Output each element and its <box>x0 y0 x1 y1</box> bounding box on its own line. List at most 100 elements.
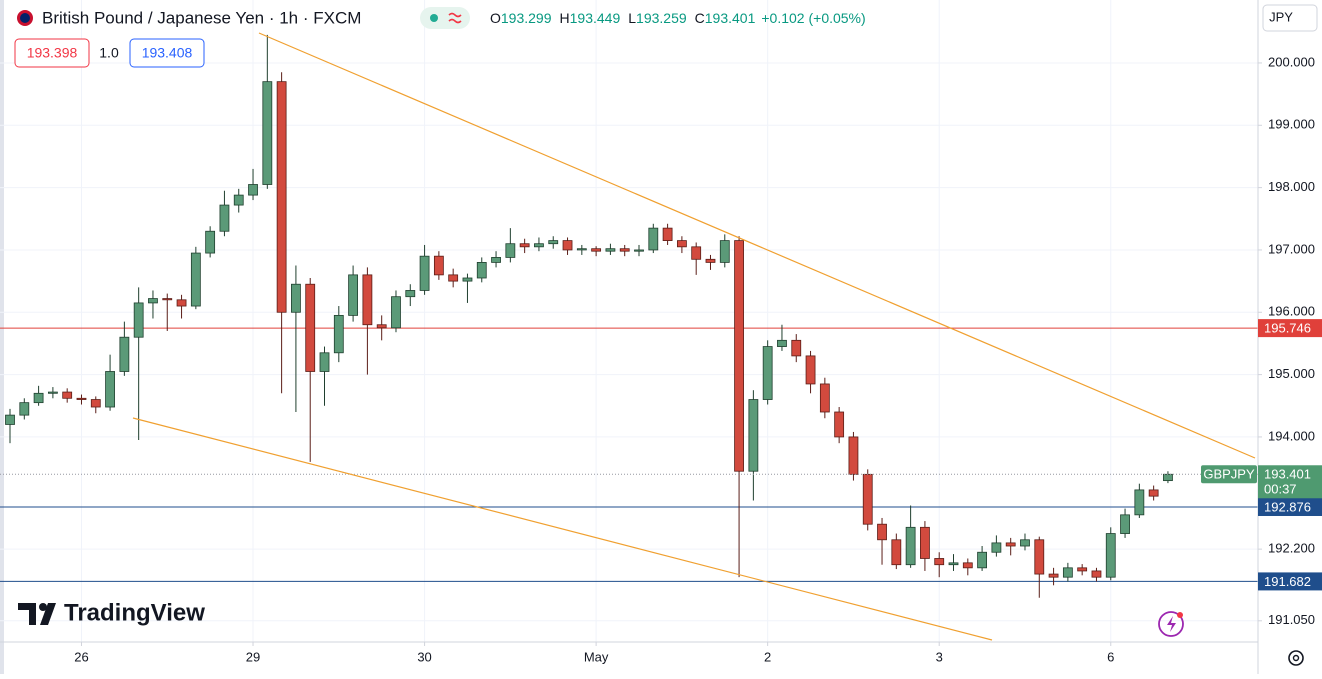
candle-body <box>905 526 916 566</box>
candle-body <box>90 399 101 408</box>
candle-body <box>391 296 401 329</box>
candle-body <box>1077 567 1088 572</box>
left-edge <box>0 0 4 674</box>
currency-box[interactable] <box>1262 4 1318 32</box>
candle-body <box>648 227 659 251</box>
x-tick-label: 2 <box>764 649 771 664</box>
candle-body <box>133 302 144 338</box>
candle-body <box>1034 539 1045 575</box>
settings-icon[interactable] <box>1288 650 1304 666</box>
candle-body <box>47 391 58 394</box>
plot <box>0 34 1258 598</box>
candle-body <box>576 248 587 251</box>
candle-body <box>1020 539 1030 547</box>
candle-body <box>891 539 902 566</box>
ohlc-key: H <box>560 10 570 26</box>
chart-title: British Pound / Japanese Yen · 1h · FXCM <box>42 8 361 27</box>
candle-body <box>791 339 802 357</box>
current-price-label: 193.401 <box>1264 467 1311 482</box>
candle-body <box>819 383 830 413</box>
x-tick-label: 29 <box>246 649 260 664</box>
candle-body <box>405 290 416 298</box>
price-label: 195.746 <box>1264 321 1311 336</box>
candle-body <box>691 246 702 260</box>
candle-body <box>105 371 115 408</box>
candle-body <box>505 243 516 258</box>
ohlc-key: C <box>695 10 705 26</box>
candle-body <box>948 562 959 566</box>
candle-body <box>1005 542 1016 547</box>
alert-icon[interactable] <box>1158 611 1184 637</box>
candle-body <box>376 324 387 329</box>
y-tick-label: 191.050 <box>1268 612 1315 627</box>
candle-body <box>1163 473 1173 482</box>
candle-body <box>319 352 330 372</box>
ohlc-value: 193.259 <box>636 10 687 26</box>
candle-body <box>205 230 216 254</box>
status-pill[interactable] <box>420 7 470 29</box>
candle-body <box>862 473 873 525</box>
candle-body <box>805 355 816 385</box>
candle-body <box>1048 573 1059 578</box>
candle-body <box>33 392 44 404</box>
currency: JPY <box>1269 9 1293 24</box>
logo-mark <box>39 603 47 611</box>
settings-icon <box>1292 654 1300 662</box>
candle-body <box>920 526 930 559</box>
candle-body <box>1062 567 1073 578</box>
ohlc-value: 193.449 <box>570 10 621 26</box>
candle-body <box>291 283 301 313</box>
candle-body <box>305 283 316 372</box>
symbol-tag: GBPJPY <box>1203 467 1255 482</box>
countdown: 00:37 <box>1264 482 1297 497</box>
candle-body <box>662 227 673 241</box>
axes: 200.000 199.000 198.000 197.000 196.000 195.0… <box>74 54 1322 664</box>
ohlc-legend: O193.299 H193.449 L193.259 C193.401 +0.102 (… <box>490 10 866 26</box>
candle-body <box>176 299 187 307</box>
candle-body <box>362 274 373 326</box>
x-tick-label: 6 <box>1107 649 1114 664</box>
alert-icon <box>1167 616 1176 632</box>
candle-body <box>676 240 687 248</box>
candle-body <box>119 336 130 372</box>
y-tick-label: 195.000 <box>1268 366 1315 381</box>
candle-body <box>619 248 630 252</box>
candle-body <box>333 314 344 354</box>
candle-body <box>519 243 530 248</box>
candle-body <box>76 397 87 400</box>
candle-body <box>233 194 244 206</box>
candle-body <box>19 402 30 416</box>
candle-body <box>433 255 444 276</box>
candle-body <box>1091 570 1102 578</box>
alert-dot <box>1177 612 1183 618</box>
y-tick-label: 192.200 <box>1268 541 1315 556</box>
candle-body <box>534 243 544 248</box>
candle-body <box>491 257 501 263</box>
price-label-bg <box>1258 497 1322 516</box>
bid-box[interactable] <box>14 38 90 68</box>
candle-body <box>777 339 787 347</box>
candle-body <box>562 240 573 251</box>
ohlc-key: O <box>490 10 501 26</box>
candle-body <box>276 81 287 313</box>
ohlc-value: 193.299 <box>501 10 552 26</box>
price-label: 192.876 <box>1264 499 1311 514</box>
candle-body <box>591 248 602 252</box>
candle-body <box>719 240 730 263</box>
y-tick-label: 198.000 <box>1268 179 1315 194</box>
candle-body <box>148 298 158 304</box>
candle-body <box>748 399 759 472</box>
grid <box>0 0 1258 642</box>
candle-body <box>190 252 201 307</box>
price-label-bg <box>1258 319 1322 338</box>
price-label-bg <box>1258 572 1322 591</box>
candle-body <box>605 248 616 252</box>
ask-box[interactable] <box>129 38 205 68</box>
candle-body <box>977 551 987 569</box>
symbol-tag-bg <box>1201 465 1257 484</box>
ohlc-value: 193.401 <box>705 10 756 26</box>
x-tick-label: 30 <box>417 649 431 664</box>
y-tick-label: 200.000 <box>1268 54 1315 69</box>
